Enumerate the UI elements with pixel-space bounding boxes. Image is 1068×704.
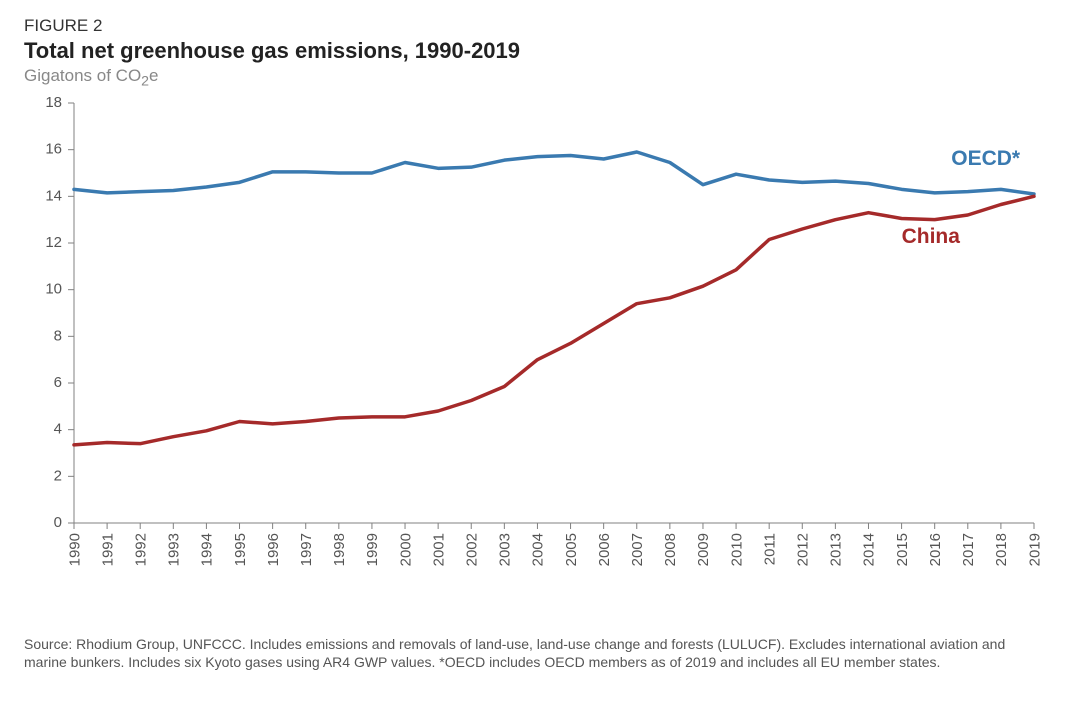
x-tick-label: 2000 <box>397 533 414 566</box>
series-label-oecd-: OECD* <box>951 147 1021 170</box>
x-tick-label: 2010 <box>728 533 745 566</box>
x-tick-label: 2001 <box>430 533 447 566</box>
y-tick-label: 12 <box>45 234 62 251</box>
x-tick-label: 2008 <box>662 533 679 566</box>
figure-title: Total net greenhouse gas emissions, 1990… <box>24 38 1044 64</box>
x-tick-label: 2018 <box>993 533 1010 566</box>
y-tick-label: 10 <box>45 281 62 298</box>
x-tick-label: 1999 <box>364 533 381 566</box>
subtitle-prefix: Gigatons of CO <box>24 66 141 85</box>
subtitle-subscript: 2 <box>141 73 149 89</box>
x-tick-label: 1996 <box>265 533 282 566</box>
x-tick-label: 1995 <box>232 533 249 566</box>
x-tick-label: 2014 <box>861 533 878 566</box>
subtitle-suffix: e <box>149 66 158 85</box>
x-tick-label: 1997 <box>298 533 315 566</box>
y-tick-label: 14 <box>45 188 62 205</box>
x-tick-label: 2002 <box>463 533 480 566</box>
x-tick-label: 2011 <box>761 533 778 565</box>
y-tick-label: 2 <box>54 468 62 485</box>
x-tick-label: 2009 <box>695 533 712 566</box>
x-tick-label: 2016 <box>927 533 944 566</box>
x-tick-label: 1992 <box>132 533 149 566</box>
x-tick-label: 2005 <box>563 533 580 566</box>
x-tick-label: 1998 <box>331 533 348 566</box>
x-tick-label: 2013 <box>828 533 845 566</box>
y-tick-label: 18 <box>45 94 62 111</box>
y-tick-label: 0 <box>54 514 62 531</box>
x-tick-label: 2017 <box>960 533 977 566</box>
x-tick-label: 2012 <box>795 533 812 566</box>
x-tick-label: 2003 <box>497 533 514 566</box>
chart-container: 0 2 4 6 8 10 12 14 16 18 1990 1991 1992 1993 1994 1995 1… <box>24 93 1044 628</box>
figure-source: Source: Rhodium Group, UNFCCC. Includes … <box>24 636 1044 671</box>
x-tick-label: 1991 <box>99 533 116 566</box>
y-tick-label: 16 <box>45 141 62 158</box>
x-tick-label: 2007 <box>629 533 646 566</box>
figure-subtitle: Gigatons of CO2e <box>24 66 1044 89</box>
line-chart: 0 2 4 6 8 10 12 14 16 18 1990 1991 1992 1993 1994 1995 1… <box>24 93 1044 623</box>
series-label-china: China <box>902 225 961 248</box>
x-tick-label: 1993 <box>166 533 183 566</box>
x-tick-label: 2019 <box>1026 533 1043 566</box>
y-tick-label: 6 <box>54 374 62 391</box>
series-line-oecd- <box>74 152 1034 194</box>
figure-container: FIGURE 2 Total net greenhouse gas emissi… <box>0 0 1068 704</box>
x-tick-label: 1994 <box>199 533 216 566</box>
x-tick-label: 2004 <box>530 533 547 566</box>
x-tick-label: 1990 <box>66 533 83 566</box>
y-tick-label: 8 <box>54 328 62 345</box>
y-tick-label: 4 <box>54 421 62 438</box>
x-tick-label: 2006 <box>596 533 613 566</box>
series-line-china <box>74 197 1034 445</box>
x-tick-label: 2015 <box>894 533 911 566</box>
figure-label: FIGURE 2 <box>24 16 1044 36</box>
